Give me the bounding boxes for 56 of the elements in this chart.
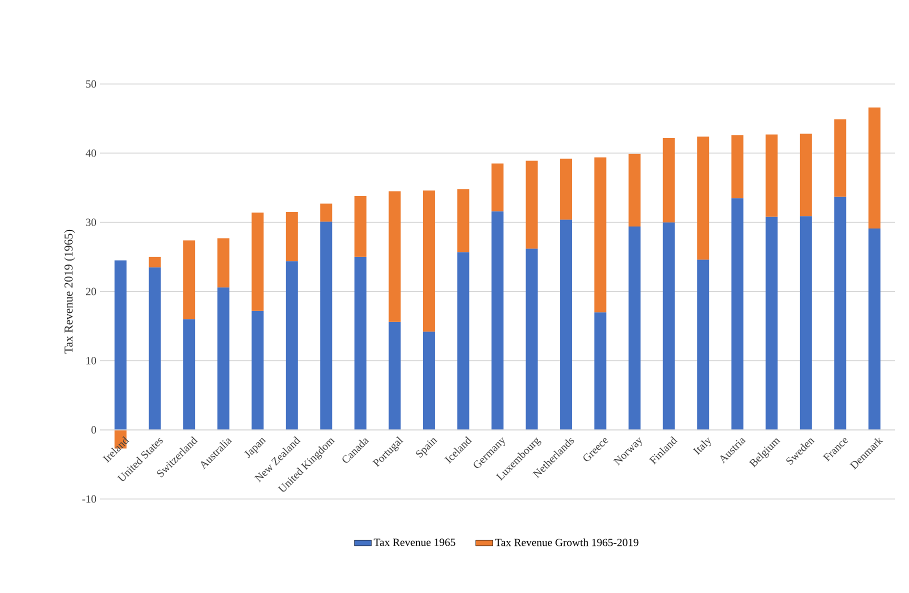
bar	[354, 256, 366, 430]
legend-label: Tax Revenue 1965	[374, 538, 456, 546]
bar	[492, 164, 504, 212]
y-tick-label: 50	[86, 80, 96, 88]
bar	[148, 256, 161, 268]
legend-label: Tax Revenue Growth 1965-2019	[495, 538, 638, 546]
bar	[286, 212, 298, 262]
bar	[731, 198, 744, 430]
bar	[183, 240, 196, 320]
bar	[217, 287, 230, 430]
bar	[422, 332, 435, 430]
bar	[388, 191, 401, 322]
bar	[457, 189, 470, 252]
bar	[766, 134, 778, 217]
bar	[834, 196, 846, 430]
bar	[628, 154, 641, 226]
bar	[354, 196, 366, 257]
bar	[731, 135, 744, 198]
bar	[286, 261, 298, 430]
bar	[320, 222, 332, 430]
bar	[594, 312, 606, 430]
bar	[526, 160, 538, 249]
y-tick-label: 10	[86, 356, 96, 364]
bar	[868, 228, 880, 430]
bar	[697, 260, 710, 430]
bar	[662, 138, 675, 222]
bar	[800, 216, 812, 430]
x-tick-label: Italy	[692, 438, 711, 455]
bar	[114, 260, 127, 430]
y-axis-title: Tax Revenue 2019 (1965)	[64, 230, 76, 354]
bar	[800, 134, 812, 216]
bar	[662, 222, 675, 430]
bar	[492, 211, 504, 430]
y-tick-label: 0	[91, 426, 96, 434]
bar	[697, 136, 710, 260]
bar	[560, 220, 572, 430]
bar	[594, 157, 606, 312]
y-tick-label: 20	[86, 288, 96, 296]
bar	[628, 226, 641, 430]
y-tick-label: 40	[86, 149, 96, 157]
bar	[560, 158, 572, 220]
bar	[183, 319, 196, 430]
bar	[766, 216, 778, 430]
bar	[252, 212, 264, 311]
bar	[457, 252, 470, 430]
bar	[320, 204, 332, 222]
bar	[148, 267, 161, 430]
bar	[526, 248, 538, 430]
bar	[217, 238, 230, 288]
bar	[834, 119, 846, 197]
y-tick-label: -10	[82, 495, 96, 503]
bar	[388, 322, 401, 430]
y-tick-label: 30	[86, 218, 96, 226]
bar	[252, 310, 264, 430]
bar	[868, 108, 880, 229]
bar	[422, 190, 435, 332]
